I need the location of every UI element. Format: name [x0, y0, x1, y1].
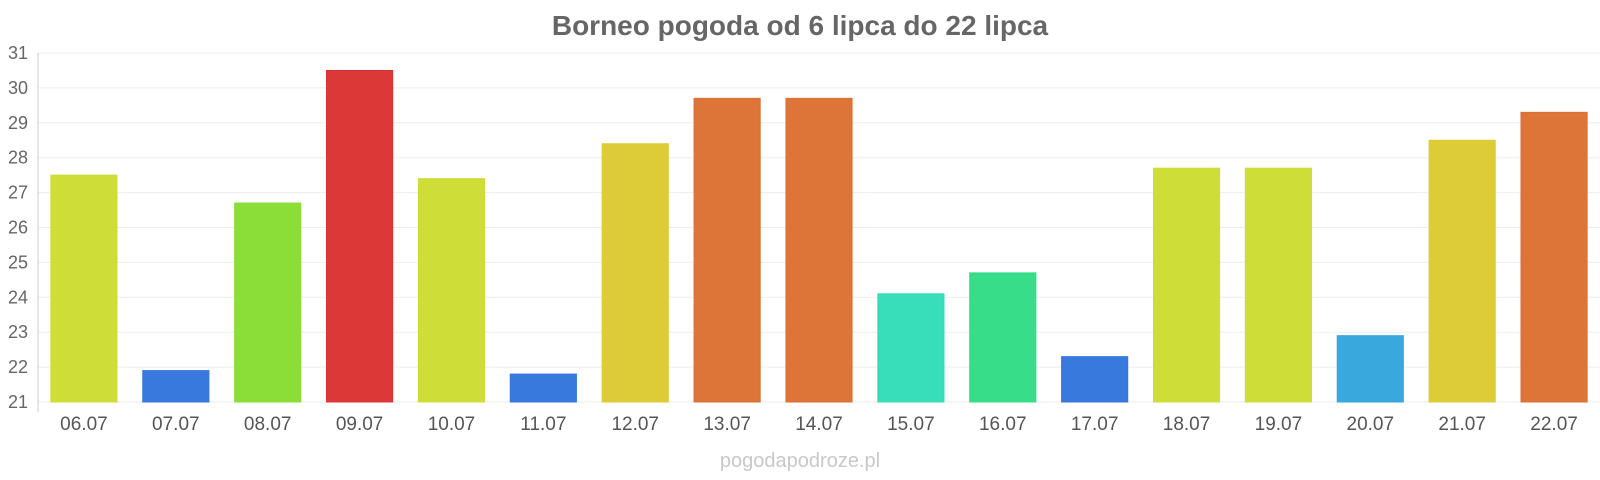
y-tick-label: 25 [8, 252, 28, 272]
x-tick-label: 22.07 [1530, 414, 1578, 435]
bar-16.07 [969, 272, 1037, 403]
x-tick-label: 07.07 [152, 414, 200, 435]
y-tick-label: 30 [8, 78, 28, 98]
y-tick-label: 28 [8, 148, 28, 168]
y-tick-label: 27 [8, 183, 28, 203]
bars [50, 69, 1588, 403]
bar-09.07 [326, 69, 394, 403]
x-tick-label: 11.07 [520, 414, 566, 435]
bar-07.07 [142, 370, 210, 403]
bar-13.07 [693, 97, 761, 403]
bar-18.07 [1152, 167, 1221, 403]
bar-20.07 [1336, 335, 1404, 403]
x-tick-label: 06.07 [60, 414, 108, 435]
y-tick-labels: 21 22 23 24 25 26 27 28 29 30 31 [8, 43, 28, 412]
watermark: pogodapodroze.pl [719, 450, 881, 472]
y-tick-label: 21 [8, 392, 28, 412]
x-tick-label: 18.07 [1163, 414, 1211, 435]
bar-12.07 [601, 143, 669, 403]
y-tick-label: 23 [8, 322, 28, 342]
x-tick-label: 17.07 [1071, 414, 1119, 435]
bar-22.07 [1520, 111, 1588, 403]
bar-08.07 [234, 202, 302, 403]
y-tick-label: 22 [8, 357, 28, 377]
bar-06.07 [50, 174, 118, 403]
x-tick-label: 19.07 [1255, 414, 1303, 435]
x-tick-label: 08.07 [244, 414, 292, 435]
x-tick-label: 20.07 [1347, 414, 1395, 435]
x-tick-label: 13.07 [703, 414, 751, 435]
x-tick-label: 14.07 [795, 414, 843, 435]
bar-21.07 [1428, 139, 1496, 403]
x-tick-label: 09.07 [336, 414, 384, 435]
y-tick-label: 24 [8, 287, 28, 307]
x-tick-labels: 06.07 07.07 08.07 09.07 10.07 11.07 12.07 13.07… [60, 414, 1578, 435]
bar-11.07 [509, 373, 577, 403]
bar-19.07 [1244, 167, 1312, 403]
x-tick-label: 16.07 [979, 414, 1027, 435]
chart-title: Borneo pogoda od 6 lipca do 22 lipca [551, 10, 1049, 41]
bar-17.07 [1061, 356, 1129, 403]
bar-10.07 [417, 178, 486, 403]
y-tick-label: 31 [8, 43, 28, 63]
x-tick-label: 15.07 [887, 414, 935, 435]
y-tick-label: 29 [8, 113, 28, 133]
x-tick-label: 12.07 [611, 414, 659, 435]
x-tick-label: 10.07 [428, 414, 476, 435]
y-tick-label: 26 [8, 218, 28, 238]
bar-15.07 [877, 293, 945, 403]
bar-14.07 [785, 97, 853, 403]
x-tick-label: 21.07 [1438, 414, 1486, 435]
